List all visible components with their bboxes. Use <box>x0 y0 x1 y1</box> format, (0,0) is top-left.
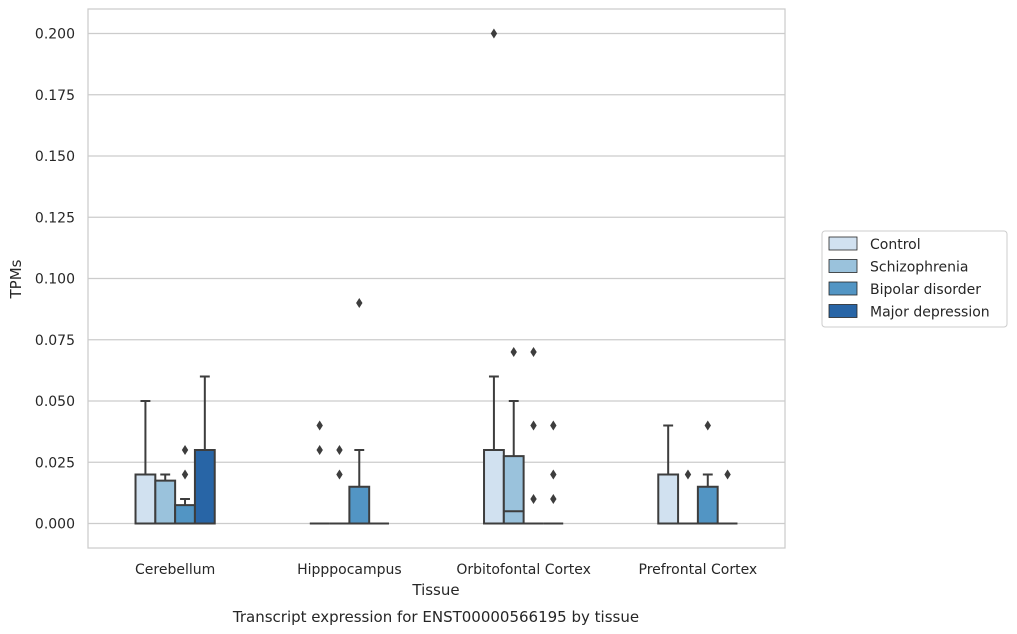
legend-label: Bipolar disorder <box>870 282 981 298</box>
y-tick-label: 0.150 <box>35 149 75 165</box>
box-schizophrenia <box>329 445 350 525</box>
y-tick-label: 0.025 <box>35 455 75 471</box>
box-groups <box>134 28 738 525</box>
box-schizophrenia <box>502 347 525 525</box>
legend-frame <box>821 230 1008 328</box>
box-iqr <box>696 485 719 525</box>
y-tick-label: 0.000 <box>35 517 75 533</box>
box-iqr <box>502 455 525 525</box>
y-tick-label: 0.075 <box>35 333 75 349</box>
y-tick-label: 0.175 <box>35 88 75 104</box>
outlier-point <box>510 347 517 357</box>
box-iqr <box>193 449 216 525</box>
box-major-depression <box>543 420 564 525</box>
chart-title: Transcript expression for ENST0000056619… <box>232 608 639 626</box>
outlier-point <box>550 469 557 480</box>
x-tick-label: Cerebellum <box>135 562 215 578</box>
y-tick-label: 0.200 <box>35 27 75 43</box>
plot-frame <box>87 8 786 549</box>
y-tick-label: 0.050 <box>35 394 75 410</box>
box-iqr <box>348 485 371 525</box>
legend-swatch <box>828 236 858 251</box>
outlier-point <box>704 420 711 431</box>
box-schizophrenia <box>678 469 698 525</box>
legend-swatch <box>828 281 858 296</box>
x-tick-label: Orbitofontal Cortex <box>456 562 591 578</box>
x-tick-label: Hipppocampus <box>297 562 402 578</box>
box-bipolar-disorder <box>523 347 544 525</box>
outlier-point <box>316 445 323 455</box>
box-iqr <box>154 479 177 525</box>
box-iqr <box>657 473 680 525</box>
box-control <box>657 424 680 525</box>
box-bipolar-disorder <box>696 420 719 525</box>
outlier-point <box>356 298 363 308</box>
outlier-point <box>336 445 343 455</box>
outlier-point <box>316 420 323 431</box>
x-tick-labels: Cerebellum Hipppocampus Orbitofontal Corte… <box>135 562 757 578</box>
outlier-point <box>530 347 537 357</box>
legend-swatch <box>828 304 858 318</box>
outlier-point <box>181 469 189 480</box>
box-bipolar-disorder <box>174 445 196 525</box>
box-major-depression <box>717 469 738 525</box>
outlier-point <box>550 420 557 431</box>
outlier-point <box>181 445 189 455</box>
box-iqr <box>134 473 157 525</box>
x-axis-label: Tissue <box>411 581 459 599</box>
legend-label: Major depression <box>870 305 990 321</box>
outlier-point <box>530 494 537 504</box>
box-iqr <box>483 449 505 525</box>
gridlines <box>88 32 785 525</box>
y-axis-label: TPMs <box>7 259 25 299</box>
box-control <box>309 420 330 525</box>
legend: Control Schizophrenia Bipolar disorder Majo… <box>821 230 1008 328</box>
box-iqr <box>174 504 196 525</box>
x-tick-label: Prefrontal Cortex <box>639 562 758 578</box>
outlier-point <box>550 494 557 504</box>
outlier-point <box>336 469 343 480</box>
outlier-point <box>490 28 498 39</box>
box-major-depression <box>193 375 216 525</box>
legend-label: Schizophrenia <box>870 260 968 276</box>
legend-swatch <box>828 259 858 273</box>
y-tick-label: 0.100 <box>35 272 75 288</box>
legend-label: Control <box>870 237 921 253</box>
outlier-point <box>684 469 692 480</box>
outlier-point <box>724 469 731 480</box>
box-schizophrenia <box>154 473 177 525</box>
box-control <box>134 400 157 525</box>
y-tick-labels: 0.000 0.025 0.050 0.075 0.100 0.125 0.150 0.175… <box>35 27 75 533</box>
box-control <box>483 28 505 525</box>
outlier-point <box>530 420 537 431</box>
box-bipolar-disorder <box>348 298 371 525</box>
y-tick-label: 0.125 <box>35 210 75 226</box>
